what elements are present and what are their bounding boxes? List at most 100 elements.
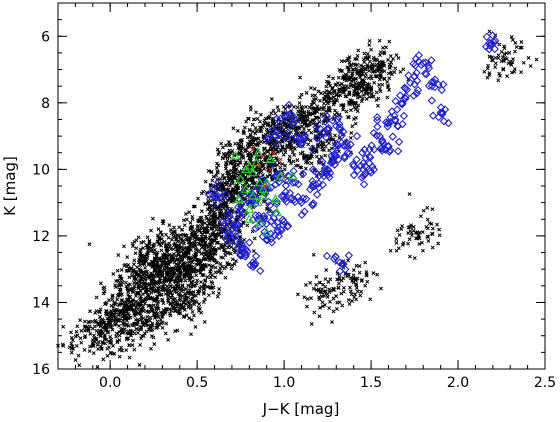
series-0-point — [155, 289, 160, 294]
series-0-point — [76, 353, 81, 358]
series-0-point — [143, 287, 148, 292]
series-0-point — [430, 226, 435, 231]
series-0-point — [283, 163, 288, 168]
series-0-point — [176, 292, 181, 296]
series-0-point — [171, 305, 176, 310]
series-0-point — [125, 298, 130, 303]
series-0-point — [102, 289, 107, 294]
series-0-point — [363, 260, 368, 265]
series-0-point — [280, 162, 285, 166]
series-0-point — [159, 280, 164, 285]
series-0-point — [186, 283, 191, 288]
series-0-point — [178, 285, 183, 290]
series-0-point — [132, 331, 137, 336]
series-0-point — [137, 260, 142, 265]
series-0-point — [430, 245, 435, 250]
series-0-point — [185, 300, 190, 305]
series-0-point — [196, 223, 201, 228]
series-0-point — [90, 337, 95, 342]
series-0-point — [168, 284, 173, 288]
series-0-point — [138, 342, 143, 347]
series-0-point — [215, 294, 220, 299]
series-0-point — [167, 241, 172, 246]
series-0-point — [430, 207, 435, 212]
series-0-point — [420, 248, 425, 253]
series-0-point — [124, 309, 129, 314]
series-0-point — [117, 333, 122, 338]
series-0-point — [201, 300, 206, 305]
series-0-point — [182, 314, 187, 319]
series-0-point — [178, 233, 183, 238]
series-1-point — [427, 96, 437, 105]
series-0-point — [152, 298, 157, 303]
series-0-point — [348, 135, 353, 140]
series-0-point — [145, 318, 150, 323]
series-0-point — [196, 305, 201, 310]
series-0-point — [125, 322, 130, 327]
series-0-point — [173, 245, 178, 250]
series-0-point — [116, 253, 121, 258]
series-1-point — [399, 111, 409, 121]
series-0-point — [141, 334, 146, 338]
series-0-point — [169, 254, 174, 259]
series-0-point — [323, 277, 328, 282]
series-0-point — [88, 309, 92, 314]
series-0-point — [74, 329, 79, 334]
series-0-point — [229, 266, 234, 271]
series-0-point — [135, 319, 140, 324]
series-0-point — [154, 252, 159, 257]
series-0-point — [223, 275, 228, 280]
series-0-point — [154, 314, 159, 319]
series-0-point — [255, 116, 260, 121]
series-0-point — [184, 287, 189, 291]
series-0-point — [197, 248, 202, 253]
series-0-point — [119, 267, 124, 272]
series-0-point — [155, 286, 160, 291]
series-0-point — [486, 63, 491, 68]
series-0-point — [180, 227, 185, 232]
series-0-point — [170, 293, 175, 298]
series-0-point — [111, 343, 116, 348]
series-0-point — [151, 303, 156, 308]
series-0-point — [133, 277, 138, 282]
series-0-point — [411, 224, 416, 229]
series-0-point — [233, 141, 238, 146]
series-0-point — [166, 235, 171, 240]
series-0-point — [394, 53, 399, 58]
series-0-point — [437, 227, 442, 232]
series-0-point — [436, 241, 441, 246]
series-0-point — [178, 303, 183, 308]
series-0-point — [115, 297, 120, 302]
series-0-point — [164, 232, 168, 237]
x-axis-label: J−K [mag] — [262, 400, 340, 418]
series-0-point — [367, 38, 372, 43]
series-0-point — [143, 297, 148, 302]
series-0-point — [125, 255, 130, 260]
series-0-point — [184, 212, 188, 216]
series-0-point — [140, 320, 145, 325]
series-0-point — [235, 128, 240, 133]
series-0-point — [207, 284, 212, 289]
series-0-point — [159, 240, 164, 245]
y-tick-label: 6 — [41, 29, 50, 45]
series-0-point — [108, 334, 113, 339]
series-0-point — [190, 214, 195, 219]
series-0-point — [299, 92, 304, 97]
series-0-point — [426, 239, 431, 243]
series-0-point — [186, 305, 191, 310]
series-0-point — [331, 309, 336, 314]
series-0-point — [209, 280, 214, 284]
series-0-point — [149, 259, 154, 264]
series-0-point — [162, 239, 167, 244]
y-axis-label: K [mag] — [1, 156, 19, 216]
series-0-point — [134, 280, 139, 285]
series-0-point — [500, 55, 505, 60]
series-0-point — [308, 138, 313, 143]
series-0-point — [314, 282, 319, 287]
series-0-point — [181, 218, 186, 223]
series-0-point — [346, 258, 351, 263]
series-0-point — [351, 268, 356, 273]
series-0-point — [148, 287, 153, 292]
series-0-point — [353, 121, 358, 126]
series-0-point — [117, 354, 122, 359]
